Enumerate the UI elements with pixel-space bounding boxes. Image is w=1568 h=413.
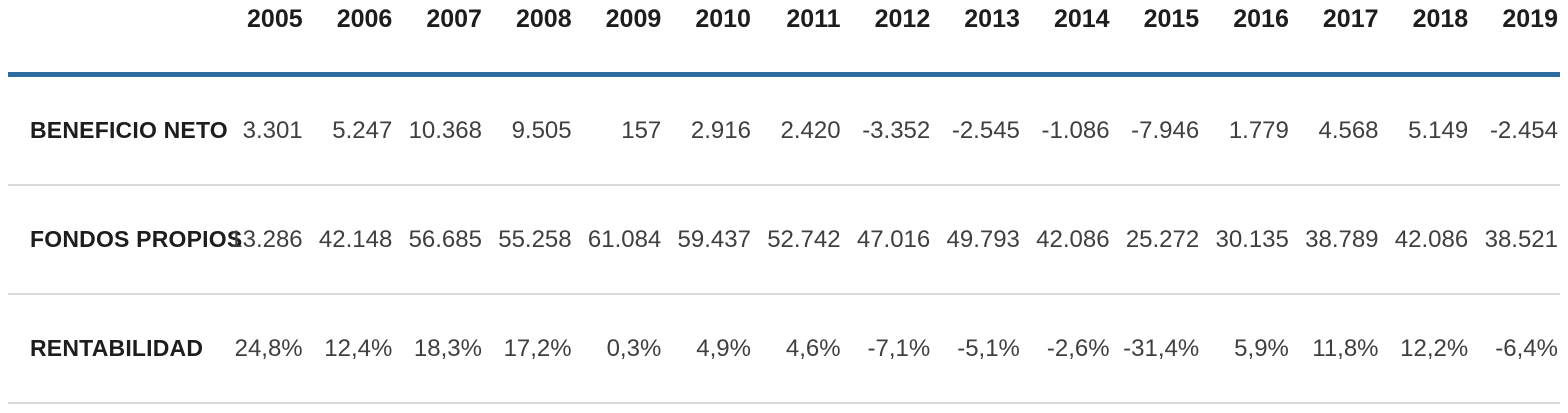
table-header: 2005 2006 2007 2008 2009 2010 2011 2012 …	[8, 0, 1560, 77]
year-header-2007: 2007	[394, 0, 484, 77]
table-row-beneficio-neto: BENEFICIO NETO 3.301 5.247 10.368 9.505 …	[8, 74, 1560, 186]
cell: -31,4%	[1111, 294, 1202, 404]
year-header-2016: 2016	[1201, 0, 1291, 77]
cell: 0,3%	[573, 294, 664, 404]
cell: 12,2%	[1380, 294, 1471, 404]
table-row-fondos-propios: FONDOS PROPIOS 13.286 42.148 56.685 55.2…	[8, 185, 1560, 295]
year-header-2011: 2011	[752, 0, 843, 77]
cell: 157	[573, 74, 664, 186]
year-header-row: 2005 2006 2007 2008 2009 2010 2011 2012 …	[8, 0, 1560, 77]
year-header-2009: 2009	[573, 0, 664, 77]
cell: 18,3%	[394, 294, 484, 404]
cell: 56.685	[394, 185, 484, 295]
cell: -6,4%	[1470, 294, 1560, 404]
year-header-2014: 2014	[1021, 0, 1112, 77]
table-body: BENEFICIO NETO 3.301 5.247 10.368 9.505 …	[8, 74, 1560, 404]
cell: -1.086	[1021, 74, 1112, 186]
cell: 4.568	[1290, 74, 1381, 186]
cell: 3.301	[215, 74, 305, 186]
cell: 24,8%	[215, 294, 305, 404]
cell: 42.086	[1380, 185, 1471, 295]
cell: 49.793	[932, 185, 1022, 295]
cell: 1.779	[1201, 74, 1291, 186]
cell: 61.084	[573, 185, 664, 295]
year-header-2006: 2006	[304, 0, 395, 77]
cell: -7.946	[1111, 74, 1202, 186]
cell: 55.258	[483, 185, 574, 295]
cell: 42.086	[1021, 185, 1112, 295]
year-header-2013: 2013	[932, 0, 1022, 77]
year-header-2019: 2019	[1470, 0, 1560, 77]
cell: -3.352	[842, 74, 933, 186]
cell: -2.454	[1470, 74, 1560, 186]
cell: 59.437	[663, 185, 753, 295]
cell: 4,6%	[752, 294, 843, 404]
cell: 25.272	[1111, 185, 1202, 295]
financial-table-container: 2005 2006 2007 2008 2009 2010 2011 2012 …	[8, 0, 1560, 404]
financial-results-table: 2005 2006 2007 2008 2009 2010 2011 2012 …	[8, 0, 1560, 404]
cell: -7,1%	[842, 294, 933, 404]
cell: 2.916	[663, 74, 753, 186]
cell: 17,2%	[483, 294, 574, 404]
cell: 11,8%	[1290, 294, 1381, 404]
cell: 9.505	[483, 74, 574, 186]
year-header-2012: 2012	[842, 0, 933, 77]
cell: -5,1%	[932, 294, 1022, 404]
cell: 4,9%	[663, 294, 753, 404]
year-header-2017: 2017	[1290, 0, 1381, 77]
table-row-rentabilidad: RENTABILIDAD 24,8% 12,4% 18,3% 17,2% 0,3…	[8, 294, 1560, 404]
cell: 10.368	[394, 74, 484, 186]
row-label: FONDOS PROPIOS	[8, 185, 242, 295]
cell: 30.135	[1201, 185, 1291, 295]
cell: 13.286	[215, 185, 305, 295]
cell: 12,4%	[304, 294, 395, 404]
cell: 5,9%	[1201, 294, 1291, 404]
cell: 47.016	[842, 185, 933, 295]
row-label: RENTABILIDAD	[8, 294, 215, 404]
row-label: BENEFICIO NETO	[8, 74, 228, 186]
cell: -2.545	[932, 74, 1022, 186]
cell: 52.742	[752, 185, 843, 295]
year-header-2005: 2005	[215, 0, 305, 77]
cell: 42.148	[304, 185, 395, 295]
year-header-2008: 2008	[483, 0, 574, 77]
cell: 5.247	[304, 74, 395, 186]
year-header-2010: 2010	[663, 0, 753, 77]
cell: 2.420	[752, 74, 843, 186]
cell: -2,6%	[1021, 294, 1112, 404]
cell: 38.789	[1290, 185, 1381, 295]
cell: 38.521	[1470, 185, 1560, 295]
year-header-2018: 2018	[1380, 0, 1471, 77]
cell: 5.149	[1380, 74, 1471, 186]
corner-cell	[8, 0, 215, 77]
year-header-2015: 2015	[1111, 0, 1202, 77]
